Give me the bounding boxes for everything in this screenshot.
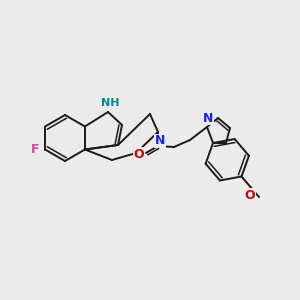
Text: O: O: [244, 189, 255, 202]
Text: N: N: [155, 134, 165, 148]
Text: N: N: [203, 112, 213, 124]
Text: F: F: [31, 143, 39, 156]
Text: NH: NH: [101, 98, 119, 108]
Text: O: O: [134, 148, 144, 160]
